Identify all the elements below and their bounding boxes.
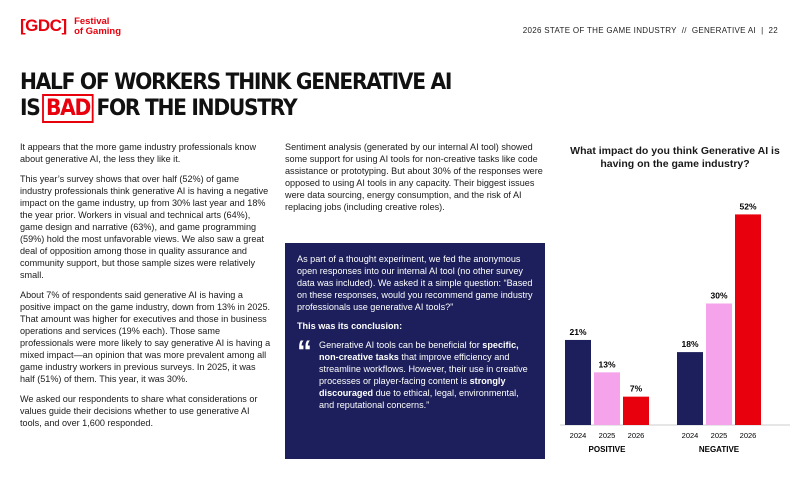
data-label: 21% <box>569 327 586 337</box>
logo: [GDC] Festival of Gaming <box>20 16 121 37</box>
quote-text: Generative AI tools can be beneficial fo… <box>319 340 483 350</box>
bar <box>735 214 761 425</box>
group-label: POSITIVE <box>589 445 627 454</box>
quote-emphasis: strongly discouraged <box>319 376 506 398</box>
quote: Generative AI tools can be beneficial fo… <box>319 339 533 411</box>
page-number: 22 <box>768 26 778 35</box>
paragraph: We asked our respondents to share what c… <box>20 394 258 428</box>
bar <box>706 303 732 425</box>
paragraph: It appears that the more game industry p… <box>20 142 257 164</box>
bar <box>677 352 703 425</box>
quote-text: due to ethical, legal, environmental, an… <box>319 388 519 410</box>
logo-words: Festival of Gaming <box>74 17 121 37</box>
data-label: 18% <box>681 339 698 349</box>
group-label: NEGATIVE <box>699 445 740 454</box>
paragraph: This year’s survey shows that over half … <box>20 174 269 280</box>
left-column: It appears that the more game industry p… <box>20 141 272 437</box>
headline-line: IS BAD FOR THE INDUSTRY <box>20 94 451 123</box>
headline: HALF OF WORKERS THINK GENERATIVE AI IS BA… <box>20 70 452 123</box>
bar <box>565 339 591 425</box>
x-tick-label: 2026 <box>740 431 757 440</box>
middle-column: Sentiment analysis (generated by our int… <box>285 141 545 221</box>
quote-emphasis: specific, non-creative tasks <box>319 340 519 362</box>
bar <box>623 396 649 425</box>
x-tick-label: 2026 <box>628 431 645 440</box>
headline-text: IS <box>20 96 41 121</box>
logo-line: of Gaming <box>74 26 122 37</box>
headline-text: FOR THE INDUSTRY <box>96 96 297 121</box>
data-label: 52% <box>739 201 756 211</box>
logo-mark: [GDC] <box>20 16 67 35</box>
x-tick-label: 2024 <box>682 431 699 440</box>
running-title: 2026 STATE OF THE GAME INDUSTRY // GENER… <box>522 26 757 35</box>
x-tick-label: 2025 <box>711 431 728 440</box>
bar <box>594 372 620 425</box>
callout-label: This was its conclusion: <box>297 321 403 331</box>
x-tick-label: 2024 <box>570 431 587 440</box>
x-tick-label: 2025 <box>599 431 616 440</box>
data-label: 30% <box>710 291 727 301</box>
headline-line: HALF OF WORKERS THINK GENERATIVE AI <box>20 70 452 95</box>
data-label: 7% <box>630 384 643 394</box>
data-label: 13% <box>598 359 615 369</box>
callout: As part of a thought experiment, we fed … <box>285 243 545 459</box>
callout-intro: As part of a thought experiment, we fed … <box>297 254 533 312</box>
running-header: 2026 STATE OF THE GAME INDUSTRY // GENER… <box>522 26 778 35</box>
logo-line: Festival <box>74 16 110 27</box>
paragraph: Sentiment analysis (generated by our int… <box>285 142 543 212</box>
quote-text: that improve efficiency and streamline w… <box>319 352 528 386</box>
chart-title: What impact do you think Generative AI i… <box>570 145 780 170</box>
quote-mark: “ <box>297 335 312 368</box>
headline-highlight: BAD <box>42 94 94 123</box>
paragraph: About 7% of respondents said generative … <box>20 290 271 384</box>
